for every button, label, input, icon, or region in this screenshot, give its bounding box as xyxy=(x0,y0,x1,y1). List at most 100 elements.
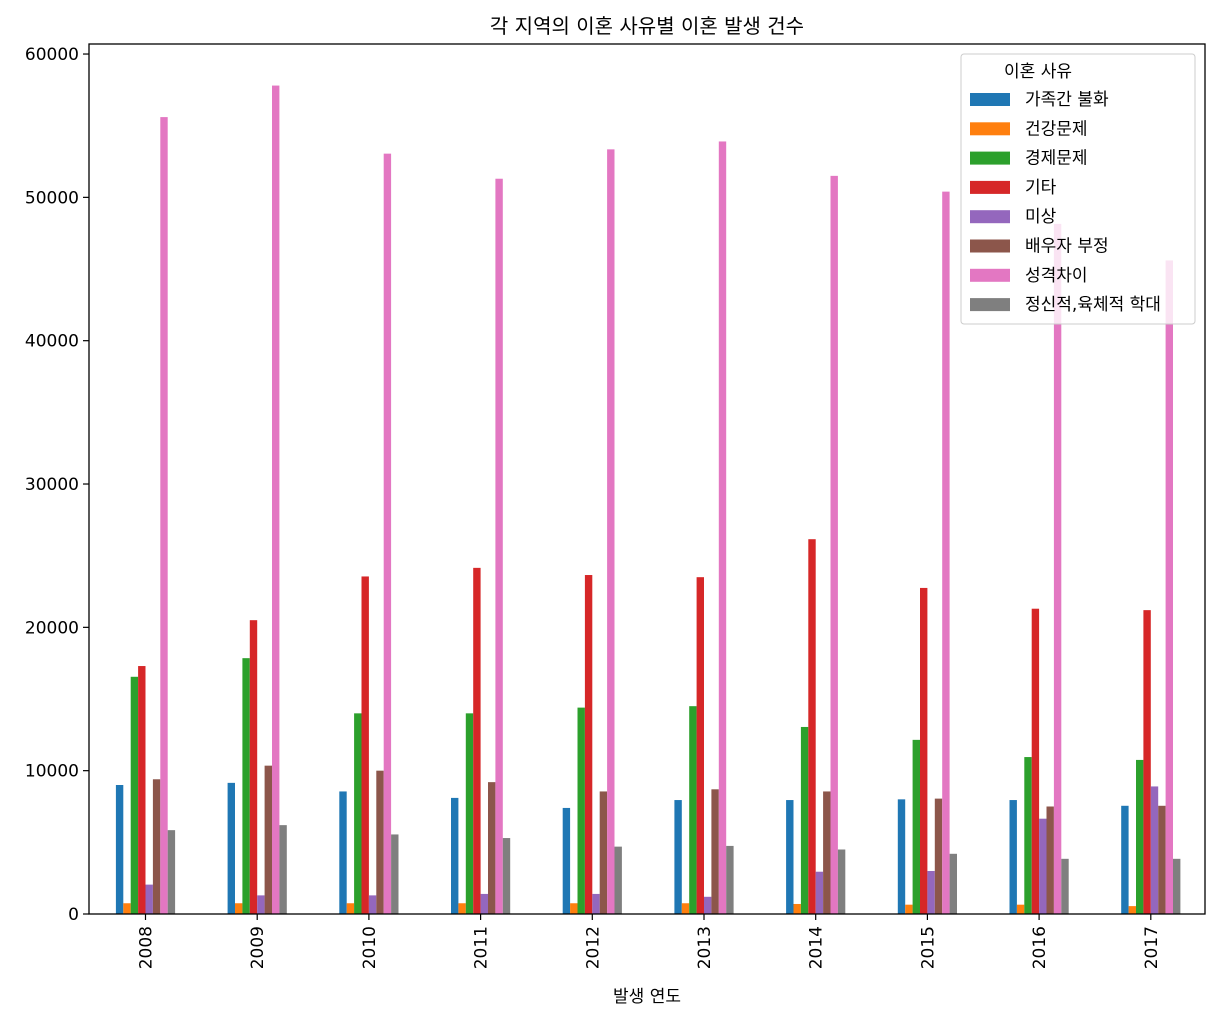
bar xyxy=(793,903,801,914)
legend-entry: 경제문제 xyxy=(1025,149,1088,169)
y-tick-label: 20000 xyxy=(25,618,79,638)
legend-entry: 가족간 불화 xyxy=(1025,90,1109,110)
y-tick-label: 50000 xyxy=(25,188,79,208)
bar xyxy=(480,893,488,914)
bar xyxy=(130,676,139,914)
bar xyxy=(614,846,622,914)
bar xyxy=(242,658,250,914)
legend-entry: 건강문제 xyxy=(1025,119,1088,139)
legend-swatch xyxy=(970,122,1010,136)
bar xyxy=(577,707,585,914)
x-tick-label: 2016 xyxy=(1030,926,1050,969)
bar xyxy=(592,893,600,914)
bar xyxy=(905,904,913,914)
bar xyxy=(279,825,287,914)
bar xyxy=(264,765,272,914)
bar xyxy=(473,567,481,914)
bar xyxy=(1143,610,1151,914)
legend-swatch xyxy=(970,93,1010,106)
bar xyxy=(897,799,906,914)
y-tick-label: 10000 xyxy=(25,762,79,782)
x-tick-label: 2012 xyxy=(583,926,603,969)
bar xyxy=(1046,806,1054,914)
legend-swatch xyxy=(970,239,1010,253)
bar xyxy=(1128,906,1136,914)
bar xyxy=(1158,805,1166,914)
bar xyxy=(718,141,727,914)
legend-title: 이혼 사유 xyxy=(1004,62,1072,82)
legend-entry: 미상 xyxy=(1025,207,1057,227)
bar xyxy=(711,789,719,914)
x-tick-label: 2017 xyxy=(1142,926,1162,969)
bar xyxy=(570,903,578,914)
legend-entry: 성격차이 xyxy=(1025,266,1088,286)
bar xyxy=(160,117,168,915)
x-tick-label: 2009 xyxy=(248,926,268,969)
legend-swatch xyxy=(970,268,1010,282)
bar xyxy=(1031,608,1040,914)
legend-swatch xyxy=(970,180,1010,194)
bar xyxy=(167,830,176,914)
bar xyxy=(502,838,511,914)
bar xyxy=(726,845,734,914)
bar xyxy=(152,779,161,914)
bar xyxy=(346,903,355,914)
bar xyxy=(383,153,392,914)
x-tick-label: 2011 xyxy=(472,926,492,969)
bar xyxy=(696,577,704,914)
x-tick-label: 2013 xyxy=(695,926,715,969)
bar xyxy=(934,798,943,914)
x-tick-label: 2014 xyxy=(807,926,827,969)
bar xyxy=(1039,818,1047,914)
bar xyxy=(249,620,258,914)
bar xyxy=(920,587,928,914)
bar xyxy=(257,895,265,914)
bar xyxy=(272,85,280,914)
bar xyxy=(495,178,503,915)
bar xyxy=(1061,858,1069,914)
x-axis: 2008 2009 2010 2011 2012 2013 2014 2015 2016 2017 xyxy=(137,914,1162,969)
legend-entry: 배우자 부정 xyxy=(1025,237,1109,257)
bar xyxy=(837,849,846,914)
bar xyxy=(808,539,816,914)
legend-entry: 기타 xyxy=(1025,178,1057,198)
bar xyxy=(376,770,384,914)
bar xyxy=(235,903,243,914)
bar xyxy=(800,726,809,914)
bar xyxy=(123,903,131,914)
bar xyxy=(562,807,571,914)
bar xyxy=(391,834,399,914)
y-tick-label: 0 xyxy=(68,905,79,925)
bar xyxy=(674,800,682,914)
bar xyxy=(1016,904,1025,914)
y-tick-label: 40000 xyxy=(25,332,79,352)
bar xyxy=(927,871,935,914)
legend-swatch xyxy=(970,151,1010,165)
legend-swatch xyxy=(970,210,1010,224)
bar xyxy=(607,149,615,915)
bar xyxy=(458,903,466,914)
bar xyxy=(912,739,920,914)
y-tick-label: 30000 xyxy=(25,475,79,495)
bar xyxy=(361,576,369,914)
bar xyxy=(138,666,146,914)
bar xyxy=(1136,759,1144,914)
bar xyxy=(786,800,794,914)
bar xyxy=(689,706,697,914)
bar xyxy=(949,853,957,914)
y-tick-label: 60000 xyxy=(25,45,79,65)
bar xyxy=(465,713,474,914)
bar xyxy=(1150,786,1159,914)
bar xyxy=(488,782,496,914)
legend-box xyxy=(960,53,1196,325)
legend-swatch xyxy=(970,298,1010,312)
bar xyxy=(599,791,608,914)
bar xyxy=(1173,858,1181,914)
bar xyxy=(584,575,593,914)
legend-entry: 정신적,육체적 학대 xyxy=(1025,295,1161,315)
bar xyxy=(227,782,235,914)
bar xyxy=(681,903,690,914)
chart-title: 각 지역의 이혼 사유별 이혼 발생 건수 xyxy=(490,14,804,38)
bar xyxy=(115,785,124,914)
